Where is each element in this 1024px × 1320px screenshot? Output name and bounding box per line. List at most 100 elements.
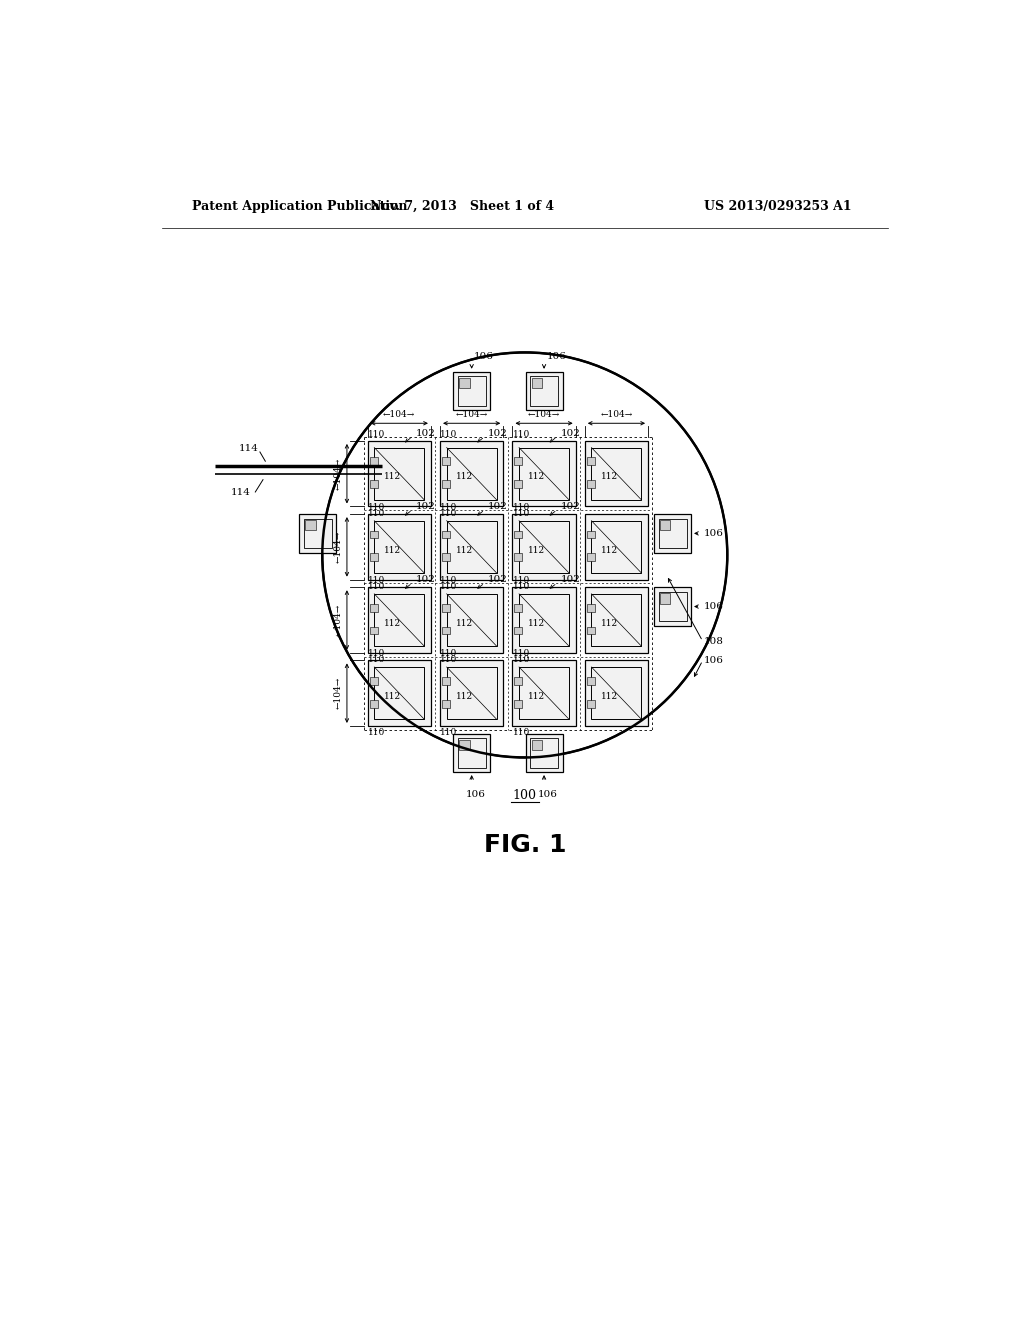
Bar bbox=[370, 700, 378, 708]
Bar bbox=[531, 739, 542, 750]
Bar bbox=[592, 447, 641, 500]
Text: 112: 112 bbox=[528, 473, 546, 482]
Bar bbox=[512, 515, 575, 579]
Bar bbox=[587, 677, 595, 685]
Text: 112: 112 bbox=[456, 692, 473, 701]
Bar bbox=[512, 660, 575, 726]
Text: ←104→: ←104→ bbox=[333, 458, 342, 490]
Text: US 2013/0293253 A1: US 2013/0293253 A1 bbox=[703, 199, 851, 213]
Bar bbox=[305, 520, 315, 531]
Bar bbox=[446, 520, 497, 573]
Text: 112: 112 bbox=[601, 473, 617, 482]
Text: 106: 106 bbox=[466, 789, 485, 799]
Text: 112: 112 bbox=[384, 619, 400, 628]
Bar bbox=[370, 627, 378, 635]
Text: FIG. 1: FIG. 1 bbox=[483, 833, 566, 857]
Text: 112: 112 bbox=[528, 545, 546, 554]
Bar bbox=[454, 372, 490, 411]
Bar bbox=[585, 660, 648, 726]
Bar bbox=[446, 447, 497, 500]
Text: 110: 110 bbox=[440, 508, 458, 517]
Bar bbox=[525, 734, 562, 772]
Bar bbox=[374, 667, 424, 719]
Bar bbox=[514, 700, 522, 708]
Bar bbox=[654, 515, 691, 553]
Bar bbox=[592, 667, 641, 719]
Text: 112: 112 bbox=[528, 619, 546, 628]
Text: 102: 102 bbox=[560, 429, 581, 438]
Text: 112: 112 bbox=[601, 545, 617, 554]
Bar bbox=[440, 515, 503, 579]
Text: 110: 110 bbox=[440, 655, 458, 664]
Bar bbox=[374, 594, 424, 647]
Bar bbox=[368, 441, 431, 507]
Bar bbox=[458, 376, 485, 405]
Bar bbox=[587, 627, 595, 635]
Text: 112: 112 bbox=[384, 473, 400, 482]
Text: 112: 112 bbox=[384, 545, 400, 554]
Bar bbox=[587, 553, 595, 561]
Bar bbox=[519, 447, 569, 500]
Bar bbox=[585, 441, 648, 507]
Text: 110: 110 bbox=[512, 655, 529, 664]
Text: 106: 106 bbox=[474, 352, 494, 360]
Bar bbox=[592, 594, 641, 647]
Bar bbox=[446, 667, 497, 719]
Text: 112: 112 bbox=[384, 692, 400, 701]
Bar bbox=[587, 480, 595, 488]
Text: 110: 110 bbox=[368, 430, 385, 438]
Text: 110: 110 bbox=[368, 729, 385, 737]
Bar bbox=[514, 603, 522, 611]
Bar bbox=[370, 603, 378, 611]
Bar bbox=[519, 594, 569, 647]
Bar bbox=[530, 738, 558, 768]
Text: 102: 102 bbox=[416, 502, 435, 511]
Bar bbox=[660, 593, 671, 603]
Text: 102: 102 bbox=[487, 576, 508, 585]
Text: 110: 110 bbox=[512, 576, 529, 585]
Bar bbox=[585, 587, 648, 653]
Bar bbox=[519, 667, 569, 719]
Bar bbox=[459, 739, 470, 750]
Bar bbox=[442, 603, 450, 611]
Text: 112: 112 bbox=[528, 692, 546, 701]
Bar bbox=[304, 519, 332, 548]
Text: ←104→: ←104→ bbox=[383, 409, 416, 418]
Bar bbox=[442, 457, 450, 465]
Bar bbox=[585, 515, 648, 579]
Text: Nov. 7, 2013   Sheet 1 of 4: Nov. 7, 2013 Sheet 1 of 4 bbox=[370, 199, 554, 213]
Bar bbox=[459, 378, 470, 388]
Text: ←104→: ←104→ bbox=[333, 531, 342, 564]
Bar bbox=[654, 587, 691, 626]
Text: ←104→: ←104→ bbox=[456, 409, 487, 418]
Bar bbox=[454, 734, 490, 772]
Text: 112: 112 bbox=[456, 473, 473, 482]
Bar bbox=[530, 376, 558, 405]
Text: 102: 102 bbox=[560, 502, 581, 511]
Text: 110: 110 bbox=[368, 582, 385, 591]
Text: 108: 108 bbox=[705, 636, 724, 645]
Text: 106: 106 bbox=[705, 656, 724, 665]
Bar bbox=[531, 378, 542, 388]
Text: 110: 110 bbox=[368, 508, 385, 517]
Bar bbox=[458, 738, 485, 768]
Text: ←104→: ←104→ bbox=[333, 677, 342, 709]
Bar bbox=[442, 553, 450, 561]
Text: 110: 110 bbox=[512, 430, 529, 438]
Text: 110: 110 bbox=[368, 576, 385, 585]
Bar bbox=[658, 591, 687, 622]
Text: 110: 110 bbox=[440, 582, 458, 591]
Bar bbox=[442, 700, 450, 708]
Text: 110: 110 bbox=[440, 503, 458, 512]
Text: 106: 106 bbox=[705, 602, 724, 611]
Text: 112: 112 bbox=[456, 545, 473, 554]
Text: ←104→: ←104→ bbox=[528, 409, 560, 418]
Text: 102: 102 bbox=[416, 429, 435, 438]
Bar bbox=[587, 603, 595, 611]
Bar bbox=[370, 457, 378, 465]
Text: ←104→: ←104→ bbox=[333, 603, 342, 636]
Bar bbox=[587, 700, 595, 708]
Bar bbox=[440, 441, 503, 507]
Bar bbox=[299, 515, 336, 553]
Text: 112: 112 bbox=[601, 692, 617, 701]
